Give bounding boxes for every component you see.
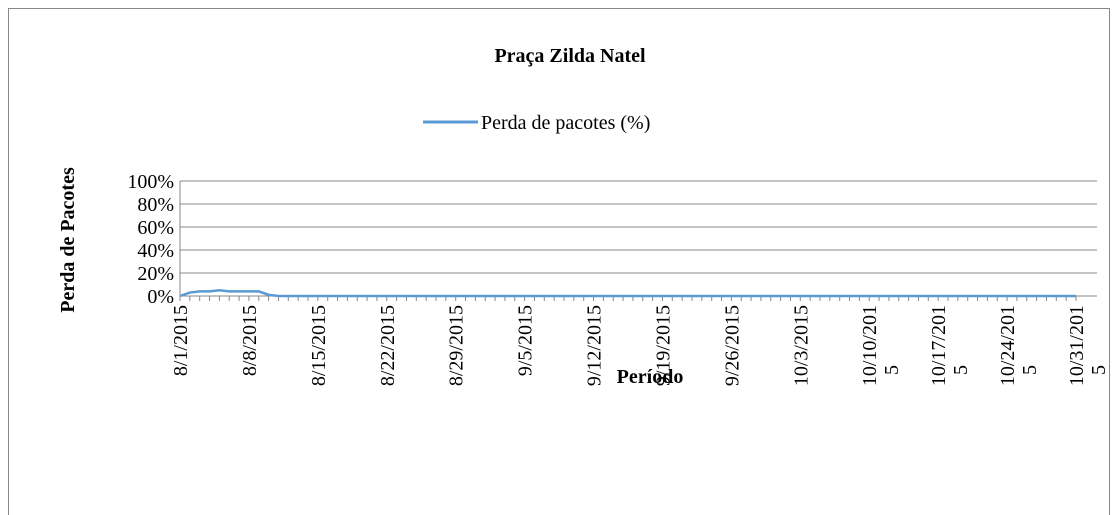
x-tick-label: 9/5/2015	[515, 305, 537, 376]
x-tick-label: 10/31/2015	[1066, 305, 1110, 386]
y-tick-label: 100%	[127, 171, 174, 193]
chart-title: Praça Zilda Natel	[494, 45, 646, 67]
x-tick-label: 8/22/2015	[377, 305, 399, 386]
x-tick-label: 10/3/2015	[790, 305, 812, 386]
y-axis-title: Perda de Pacotes	[57, 167, 79, 313]
y-tick-label: 40%	[137, 240, 174, 262]
x-tick-label: 9/26/2015	[721, 305, 743, 386]
legend-label: Perda de pacotes (%)	[481, 112, 650, 134]
x-tick-label: 10/17/2015	[928, 305, 972, 386]
y-tick-label: 80%	[137, 194, 174, 216]
x-tick-label: 9/19/2015	[652, 305, 674, 386]
chart-frame	[8, 8, 1110, 515]
series-line	[179, 288, 1076, 298]
x-tick-label: 8/8/2015	[239, 305, 261, 376]
y-tick-label: 0%	[147, 286, 174, 308]
x-tick-label: 8/29/2015	[446, 305, 468, 386]
x-tick-label: 10/10/2015	[859, 305, 903, 386]
x-axis-title: Período	[617, 366, 684, 388]
x-tick-label: 9/12/2015	[584, 305, 606, 386]
x-tick-label: 10/24/2015	[997, 305, 1041, 386]
x-tick-label: 8/1/2015	[170, 305, 192, 376]
y-tick-label: 60%	[137, 217, 174, 239]
x-tick-label: 8/15/2015	[308, 305, 330, 386]
y-tick-label: 20%	[137, 263, 174, 285]
